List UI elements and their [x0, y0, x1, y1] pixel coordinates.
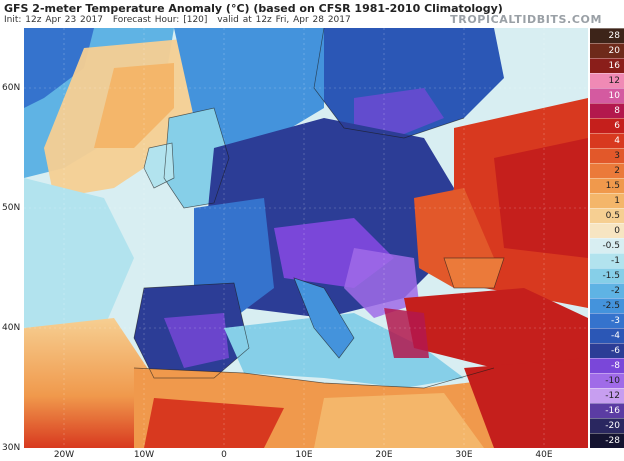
- map-header: GFS 2-meter Temperature Anomaly (°C) (ba…: [0, 0, 624, 30]
- lon-label-30e: 30E: [455, 450, 473, 460]
- legend-level: 0: [590, 223, 624, 238]
- legend-level: 16: [590, 58, 624, 73]
- lon-label-0: 0: [221, 450, 227, 460]
- lat-label-60n: 60N: [2, 83, 21, 93]
- map-title: GFS 2-meter Temperature Anomaly (°C) (ba…: [4, 2, 503, 15]
- lon-label-20e: 20E: [375, 450, 393, 460]
- legend-level: 4: [590, 133, 624, 148]
- legend-level: -3: [590, 313, 624, 328]
- russia-warm-core: [494, 138, 588, 258]
- sahara-hot: [144, 398, 284, 448]
- iberia-purple: [164, 313, 229, 368]
- legend-level: -4: [590, 328, 624, 343]
- legend-level: 3: [590, 148, 624, 163]
- legend-level: 1: [590, 193, 624, 208]
- atlantic-nw-deep: [24, 28, 94, 108]
- greece-warm: [384, 308, 429, 358]
- turkey-warm: [404, 288, 588, 368]
- egypt-mideast: [464, 358, 588, 448]
- legend-level: -10: [590, 373, 624, 388]
- atlantic-west-band: [24, 178, 134, 348]
- lat-label-50n: 50N: [2, 203, 21, 213]
- lon-label-40e: 40E: [535, 450, 553, 460]
- legend-level: 1.5: [590, 178, 624, 193]
- legend-level: 12: [590, 73, 624, 88]
- init-time: Init: 12z Apr 23 2017: [4, 15, 103, 25]
- italy-cold: [294, 278, 354, 358]
- run-info: Init: 12z Apr 23 2017 Forecast Hour: [12…: [4, 15, 357, 25]
- graticule: [24, 28, 588, 448]
- libya-warm: [314, 393, 484, 448]
- coastlines: [133, 28, 505, 389]
- legend-level: -20: [590, 418, 624, 433]
- legend-level: 28: [590, 28, 624, 43]
- atlantic-warm-core: [94, 63, 174, 148]
- legend-level: 20: [590, 43, 624, 58]
- lon-label-10e: 10E: [295, 450, 313, 460]
- legend-level: 6: [590, 118, 624, 133]
- black-sea: [444, 258, 504, 288]
- legend-level: 0.5: [590, 208, 624, 223]
- valid-time: valid at 12z Fri, Apr 28 2017: [217, 15, 351, 25]
- legend-level: -0.5: [590, 238, 624, 253]
- brand-watermark: TROPICALTIDBITS.COM: [450, 13, 602, 26]
- color-legend: 28 20 16 12 10 8 6 4 3 2 1.5 1 0.5 0 -0.5 -1 -1.5 -2 -2.5-…: [590, 28, 624, 448]
- legend-level: -16: [590, 403, 624, 418]
- atlantic-southwest: [24, 318, 154, 448]
- ireland: [144, 143, 174, 188]
- legend-level: 10: [590, 88, 624, 103]
- legend-level: 8: [590, 103, 624, 118]
- balkans-purple: [344, 248, 419, 318]
- lon-label-20w: 20W: [53, 450, 75, 460]
- lat-label-40n: 40N: [2, 323, 21, 333]
- scandinavia-purple: [354, 88, 444, 138]
- forecast-hour: Forecast Hour: [120]: [112, 15, 208, 25]
- legend-level: -6: [590, 343, 624, 358]
- legend-level: -8: [590, 358, 624, 373]
- anomaly-map: [24, 28, 588, 448]
- legend-level: -2: [590, 283, 624, 298]
- legend-level: -28: [590, 433, 624, 448]
- legend-level: 2: [590, 163, 624, 178]
- map-canvas: [24, 28, 588, 448]
- legend-level: -1.5: [590, 268, 624, 283]
- legend-level: -12: [590, 388, 624, 403]
- legend-level: -2.5: [590, 298, 624, 313]
- lon-label-10w: 10W: [133, 450, 155, 460]
- legend-level: -1: [590, 253, 624, 268]
- lat-label-30n: 30N: [2, 443, 21, 453]
